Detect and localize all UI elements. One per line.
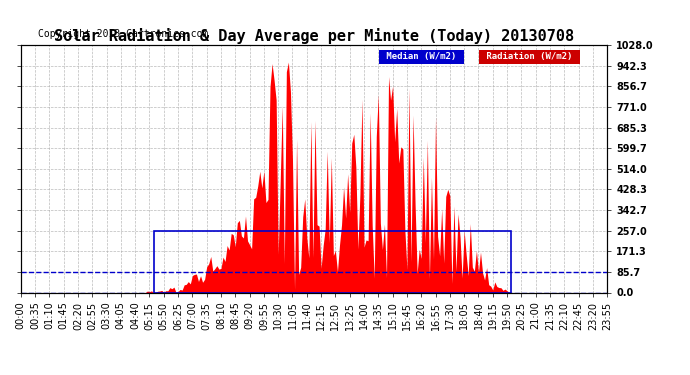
- Text: Copyright 2013 Cartronics.com: Copyright 2013 Cartronics.com: [38, 29, 208, 39]
- Title: Solar Radiation & Day Average per Minute (Today) 20130708: Solar Radiation & Day Average per Minute…: [54, 28, 574, 44]
- Text: Median (W/m2): Median (W/m2): [382, 53, 462, 62]
- Text: Radiation (W/m2): Radiation (W/m2): [481, 53, 578, 62]
- Bar: [154, 231, 511, 292]
